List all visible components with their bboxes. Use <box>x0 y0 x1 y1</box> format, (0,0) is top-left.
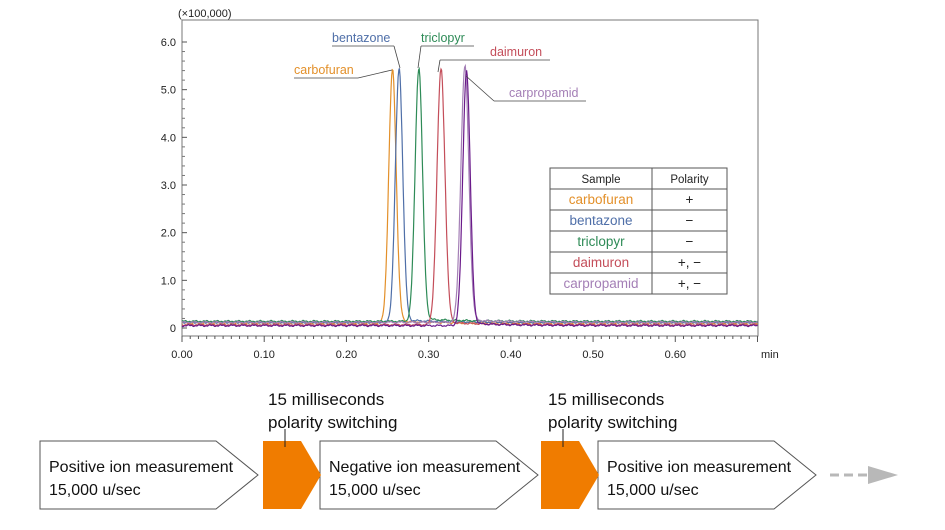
measurement-step-title: Positive ion measurement <box>607 459 792 476</box>
table-header: Polarity <box>670 174 709 186</box>
peak-labels: bentazone triclopyr daimuron carbofuran carp… <box>294 31 586 102</box>
series-line-carpropamid <box>181 63 758 324</box>
switch-duration-label: 15 milliseconds <box>548 390 664 409</box>
x-unit-label: min <box>761 349 779 361</box>
switch-description-label: polarity switching <box>548 413 677 432</box>
y-tick-label: 1.0 <box>161 275 176 287</box>
y-axis: 0 1.0 2.0 3.0 4.0 5.0 6.0 <box>161 37 187 335</box>
series-line-trace-5 <box>181 70 758 328</box>
table-cell-sample: bentazone <box>569 213 632 228</box>
table-cell-sample: carbofuran <box>569 192 634 207</box>
measurement-step-arrow <box>319 440 539 510</box>
chromatogram-chart: (×100,000) min 01.02.03.04.05.06.0 0.00 0… <box>161 8 779 361</box>
x-tick-label: 0.30 <box>418 349 439 361</box>
peak-label-triclopyr: triclopyr <box>421 31 465 45</box>
table-cell-sample: triclopyr <box>577 234 625 249</box>
polarity-switch-block <box>541 441 599 509</box>
x-tick-label: 0.40 <box>500 349 521 361</box>
x-tick-label: 0.10 <box>254 349 275 361</box>
table-header: Sample <box>582 174 621 186</box>
table-cell-polarity: +, − <box>678 276 701 291</box>
measurement-step-title: Positive ion measurement <box>49 459 234 476</box>
peak-label-carpropamid: carpropamid <box>509 86 579 100</box>
polarity-switching-diagram: Positive ion measurement 15,000 u/sec Nega… <box>39 390 898 510</box>
polarity-table: Sample Polarity carbofuran + bentazone − tricl… <box>549 167 728 295</box>
y-tick-label: 0 <box>170 323 176 335</box>
peak-leader-line <box>437 59 441 73</box>
continue-arrowhead-icon <box>868 466 898 484</box>
y-tick-label: 3.0 <box>161 180 176 192</box>
table-cell-polarity: +, − <box>678 255 701 270</box>
y-multiplier-label: (×100,000) <box>178 8 232 20</box>
y-tick-label: 6.0 <box>161 37 176 49</box>
table-cell-sample: carpropamid <box>563 276 638 291</box>
peak-label-daimuron: daimuron <box>490 45 542 59</box>
polarity-switch-block <box>263 441 321 509</box>
measurement-step-rate: 15,000 u/sec <box>329 482 421 499</box>
series-line-daimuron <box>181 67 758 327</box>
x-tick-label: 0.60 <box>665 349 686 361</box>
measurement-step-rate: 15,000 u/sec <box>49 482 141 499</box>
peak-leader-line <box>357 69 393 79</box>
peak-label-carbofuran: carbofuran <box>294 63 354 77</box>
peak-leader-line <box>417 45 422 69</box>
measurement-step-arrow <box>39 440 259 510</box>
x-axis: 0.00 0.10 0.20 0.30 0.40 0.50 0.60 <box>171 336 758 361</box>
measurement-step-rate: 15,000 u/sec <box>607 482 699 499</box>
y-tick-label: 2.0 <box>161 228 176 240</box>
switch-duration-label: 15 milliseconds <box>268 390 384 409</box>
table-cell-polarity: + <box>686 192 694 207</box>
measurement-step-title: Negative ion measurement <box>329 459 521 476</box>
peak-leader-line <box>465 75 495 102</box>
series-line-triclopyr <box>181 66 758 323</box>
x-tick-label: 0.50 <box>582 349 603 361</box>
x-tick-label: 0.00 <box>171 349 192 361</box>
x-tick-label: 0.20 <box>336 349 357 361</box>
measurement-step-arrow <box>597 440 817 510</box>
y-tick-label: 4.0 <box>161 132 176 144</box>
table-cell-polarity: − <box>686 213 694 228</box>
table-cell-polarity: − <box>686 234 694 249</box>
peak-leader-line <box>393 45 401 69</box>
switch-description-label: polarity switching <box>268 413 397 432</box>
peak-label-bentazone: bentazone <box>332 31 390 45</box>
table-cell-sample: daimuron <box>573 255 629 270</box>
y-tick-label: 5.0 <box>161 85 176 97</box>
series-layer <box>181 63 758 328</box>
